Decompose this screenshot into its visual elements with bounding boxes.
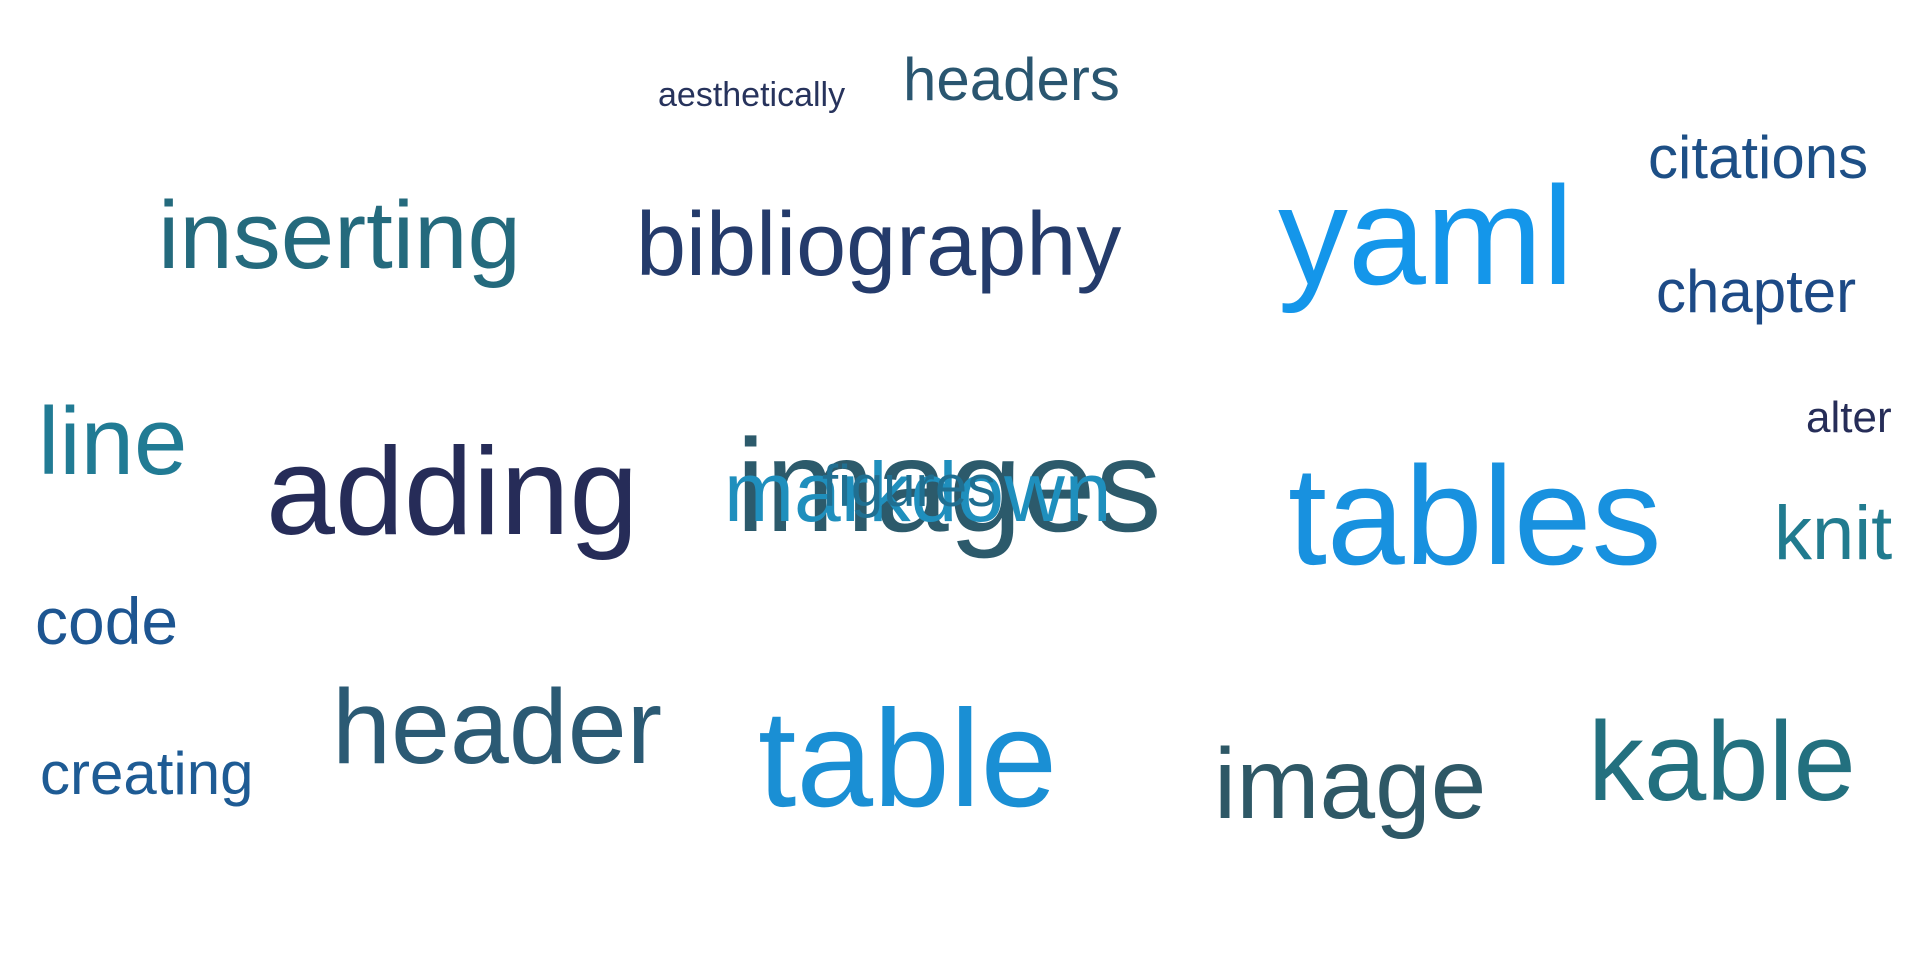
word-header: header [332, 668, 663, 786]
word-image: image [1214, 728, 1487, 840]
word-knit: knit [1774, 491, 1893, 576]
word-table: table [758, 682, 1058, 836]
word-yaml: yaml [1278, 157, 1574, 314]
word-alter: alter [1806, 393, 1892, 442]
word-headers: headers [903, 46, 1120, 113]
word-markdown: markdown [724, 445, 1112, 539]
word-bibliography: bibliography [636, 195, 1122, 295]
word-code: code [35, 584, 179, 658]
word-line: line [38, 388, 188, 495]
word-citations: citations [1648, 124, 1869, 191]
word-chapter: chapter [1656, 258, 1857, 325]
word-figures: figures [822, 454, 997, 519]
word-adding: adding [266, 423, 639, 561]
word-tables: tables [1288, 437, 1662, 594]
word-images: images [736, 412, 1162, 559]
word-inserting: inserting [158, 182, 521, 289]
word-creating: creating [40, 740, 254, 807]
word-aesthetically: aesthetically [658, 76, 846, 114]
word-kable: kable [1588, 699, 1856, 824]
